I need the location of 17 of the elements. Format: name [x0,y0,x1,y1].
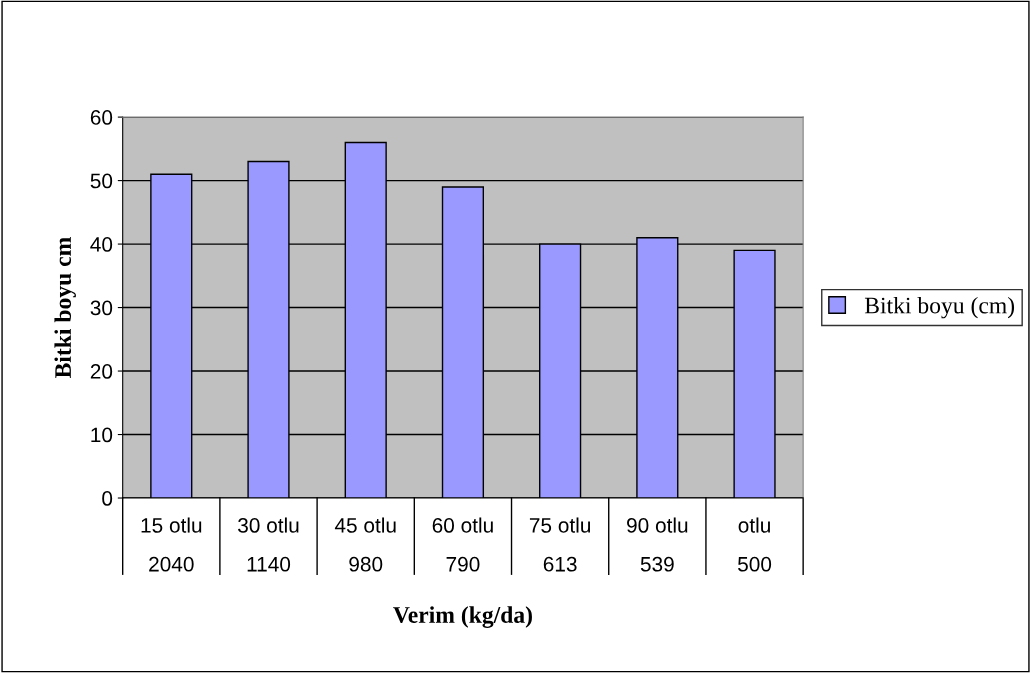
x-tick-label: 45 otlu 980 [334,517,396,572]
y-tick-label: 60 [90,110,113,125]
y-axis-title: Bitki boyu cm [54,237,76,379]
y-tick-label: 10 [91,427,113,443]
x-tick-label: 90 otlu 539 [627,517,688,572]
x-tick-label: 15 otlu 2040 [141,517,202,572]
y-tick-label: 50 [90,173,113,189]
x-tick-label: otlu 500 [738,517,772,572]
legend-label: Bitki boyu (cm) [864,296,1015,319]
y-tick-label: 40 [90,237,113,252]
x-tick-label: 30 otlu 1140 [238,517,299,572]
y-tick-label: 20 [90,364,113,379]
y-tick-label: 0 [102,491,113,506]
y-tick-label: 30 [90,300,113,316]
x-tick-label: 75 otlu 613 [529,517,591,572]
x-axis-title: Verim (kg/da) [393,606,532,628]
x-tick-label: 60 otlu 790 [432,517,493,572]
